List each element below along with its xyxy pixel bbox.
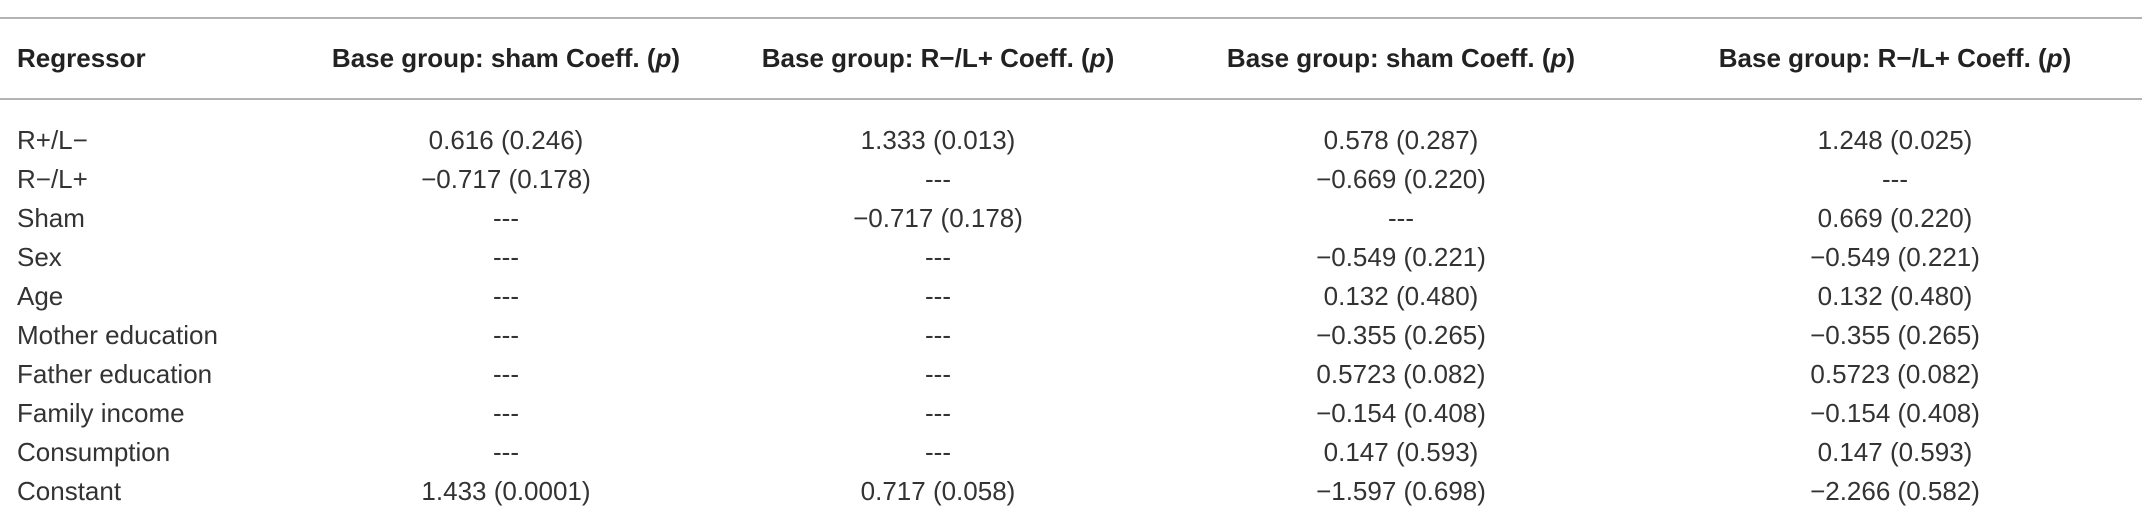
coefficient-cell: −0.355 (0.265) — [1316, 320, 1486, 350]
coefficient-cell: --- — [493, 281, 519, 311]
coefficient-cell: 0.132 (0.480) — [1817, 281, 1973, 311]
coefficient-cell: --- — [1388, 203, 1414, 233]
p-value-symbol: p — [2046, 43, 2063, 73]
coefficient-cell: −0.154 (0.408) — [1810, 398, 1980, 428]
table-row: R+/L− 0.616 (0.246) 1.333 (0.013) 0.578 (0.… — [0, 99, 2142, 160]
table-row: Mother education --- --- −0.355 (0.265) −0.3… — [0, 316, 2142, 355]
column-header-regressor: Regressor — [0, 18, 290, 99]
coefficient-cell: 1.433 (0.0001) — [421, 476, 591, 506]
column-header-suffix: ) — [1566, 43, 1576, 73]
coefficient-cell: --- — [493, 359, 519, 389]
column-header-text: Base group: R−/L+ Coeff. ( — [761, 43, 1090, 73]
table-row: Family income --- --- −0.154 (0.408) −0.154 … — [0, 394, 2142, 433]
coefficient-cell: --- — [925, 164, 951, 194]
regressor-label: Sham — [17, 203, 85, 233]
coefficient-cell: --- — [925, 437, 951, 467]
column-header-suffix: ) — [2062, 43, 2072, 73]
regressor-label: R+/L− — [17, 125, 88, 155]
coefficient-cell: --- — [493, 320, 519, 350]
regressor-label: Consumption — [17, 437, 171, 467]
coefficient-cell: --- — [925, 398, 951, 428]
p-value-symbol: p — [655, 43, 672, 73]
coefficient-cell: --- — [493, 242, 519, 272]
column-header-4: Base group: R−/L+ Coeff. (p) — [1648, 18, 2142, 99]
column-header-suffix: ) — [671, 43, 681, 73]
p-value-symbol: p — [1550, 43, 1567, 73]
regressor-label: R−/L+ — [17, 164, 88, 194]
column-header-text: Base group: sham Coeff. ( — [331, 43, 656, 73]
header-row: Regressor Base group: sham Coeff. (p) Base… — [0, 18, 2142, 99]
coefficient-cell: --- — [1882, 164, 1908, 194]
coefficient-cell: --- — [925, 320, 951, 350]
column-header-text: Regressor — [17, 43, 146, 73]
coefficient-cell: −0.717 (0.178) — [853, 203, 1023, 233]
coefficient-cell: --- — [493, 398, 519, 428]
coefficient-cell: 0.578 (0.287) — [1323, 125, 1479, 155]
column-header-suffix: ) — [1105, 43, 1115, 73]
regressor-label: Age — [17, 281, 64, 311]
coefficient-cell: 0.5723 (0.082) — [1810, 359, 1980, 389]
regressor-label: Family income — [17, 398, 185, 428]
coefficient-cell: 0.669 (0.220) — [1817, 203, 1973, 233]
coefficient-cell: 0.5723 (0.082) — [1316, 359, 1486, 389]
regressor-label: Constant — [17, 476, 122, 506]
coefficient-cell: --- — [925, 359, 951, 389]
coefficient-cell: 0.616 (0.246) — [428, 125, 584, 155]
table-header: Regressor Base group: sham Coeff. (p) Base… — [0, 18, 2142, 99]
coefficient-cell: --- — [925, 281, 951, 311]
coefficient-cell: −0.154 (0.408) — [1316, 398, 1486, 428]
coefficient-cell: --- — [493, 203, 519, 233]
table-row: Age --- --- 0.132 (0.480) 0.132 (0.480) — [0, 277, 2142, 316]
coefficient-cell: 0.147 (0.593) — [1817, 437, 1973, 467]
column-header-3: Base group: sham Coeff. (p) — [1154, 18, 1648, 99]
coefficient-cell: −0.717 (0.178) — [421, 164, 591, 194]
coefficient-cell: −1.597 (0.698) — [1316, 476, 1486, 506]
table-row: Sex --- --- −0.549 (0.221) −0.549 (0.221) — [0, 238, 2142, 277]
table-row: Consumption --- --- 0.147 (0.593) 0.147 (0.5… — [0, 433, 2142, 472]
coefficient-cell: −2.266 (0.582) — [1810, 476, 1980, 506]
coefficient-cell: 1.248 (0.025) — [1817, 125, 1973, 155]
p-value-symbol: p — [1089, 43, 1106, 73]
column-header-text: Base group: R−/L+ Coeff. ( — [1718, 43, 2047, 73]
regressor-label: Mother education — [17, 320, 218, 350]
coefficient-cell: --- — [925, 242, 951, 272]
coefficient-cell: 1.333 (0.013) — [860, 125, 1016, 155]
coefficient-cell: 0.717 (0.058) — [860, 476, 1016, 506]
coefficient-cell: −0.549 (0.221) — [1810, 242, 1980, 272]
table-row: R−/L+ −0.717 (0.178) --- −0.669 (0.220) --- — [0, 160, 2142, 199]
coefficient-cell: −0.355 (0.265) — [1810, 320, 1980, 350]
column-header-2: Base group: R−/L+ Coeff. (p) — [722, 18, 1154, 99]
coefficient-cell: --- — [493, 437, 519, 467]
regressor-label: Sex — [17, 242, 62, 272]
table-body: R+/L− 0.616 (0.246) 1.333 (0.013) 0.578 (0.… — [0, 99, 2142, 511]
coefficient-cell: −0.549 (0.221) — [1316, 242, 1486, 272]
regression-table: Regressor Base group: sham Coeff. (p) Base… — [0, 17, 2142, 511]
column-header-text: Base group: sham Coeff. ( — [1226, 43, 1551, 73]
table-row: Father education --- --- 0.5723 (0.082) 0.57… — [0, 355, 2142, 394]
regressor-label: Father education — [17, 359, 213, 389]
table-row: Sham --- −0.717 (0.178) --- 0.669 (0.220) — [0, 199, 2142, 238]
column-header-1: Base group: sham Coeff. (p) — [290, 18, 722, 99]
table-row: Constant 1.433 (0.0001) 0.717 (0.058) −1.59… — [0, 472, 2142, 511]
coefficient-cell: −0.669 (0.220) — [1316, 164, 1486, 194]
coefficient-cell: 0.147 (0.593) — [1323, 437, 1479, 467]
coefficient-cell: 0.132 (0.480) — [1323, 281, 1479, 311]
